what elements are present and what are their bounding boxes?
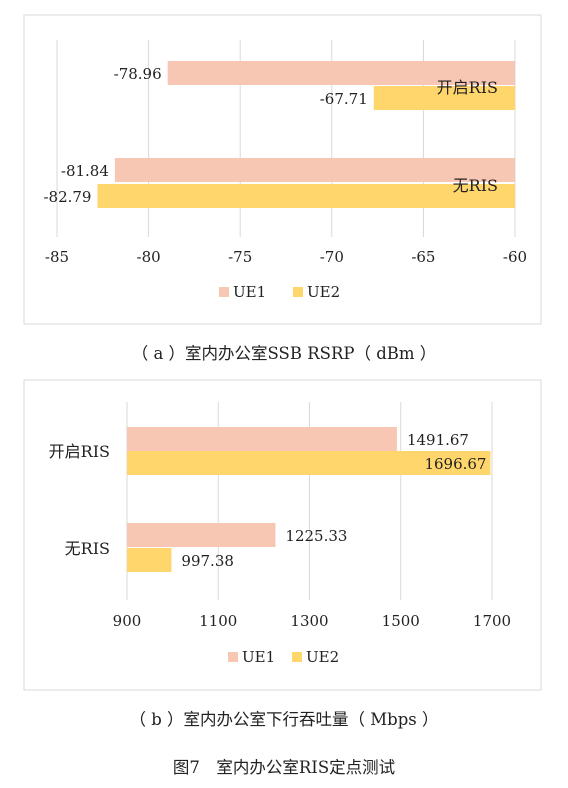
legend-swatch-ue2 [292, 652, 302, 662]
data-label: -67.71 [320, 90, 368, 108]
legend-label-ue1: UE1 [233, 283, 266, 301]
chart-b-caption: （ b ）室内办公室下行吞吐量（ Mbps ） [129, 710, 439, 729]
x-tick-label: -65 [411, 248, 435, 266]
legend-label-ue2: UE2 [307, 283, 340, 301]
category-label: 开启RIS [49, 442, 110, 461]
data-label: 997.38 [181, 552, 234, 570]
legend-label-ue1: UE1 [242, 648, 275, 666]
figure-caption: 图7 室内办公室RIS定点测试 [172, 758, 396, 777]
legend-swatch-ue2 [293, 287, 303, 297]
bar-ue1 [127, 523, 276, 547]
chart-b-throughput: 900 1100 1300 1500 1700 1491.67 1696.67 开启RIS 12… [49, 402, 511, 666]
category-label: 无RIS [453, 176, 498, 195]
x-tick-label: -75 [228, 248, 252, 266]
x-tick-label: 900 [113, 612, 142, 630]
x-tick-label: 1100 [199, 612, 237, 630]
bar-ue2 [373, 86, 515, 110]
bar-ue2 [97, 184, 516, 208]
chart-b-frame [23, 379, 542, 691]
legend-swatch-ue1 [228, 652, 238, 662]
x-tick-label: 1700 [473, 612, 511, 630]
x-tick-label: -85 [45, 248, 69, 266]
bar-ue1 [127, 427, 397, 451]
chart-a-caption: （ a ）室内办公室SSB RSRP（ dBm ） [131, 344, 437, 363]
data-label: -81.84 [61, 162, 109, 180]
bar-ue1 [167, 61, 515, 85]
x-tick-label: -70 [320, 248, 344, 266]
data-label: 1696.67 [424, 455, 486, 473]
bar-ue1 [114, 158, 515, 182]
category-label: 开启RIS [437, 78, 498, 97]
x-tick-label: -80 [137, 248, 161, 266]
x-tick-label: 1300 [290, 612, 328, 630]
legend-label-ue2: UE2 [306, 648, 339, 666]
category-label: 无RIS [65, 539, 110, 558]
data-label: 1225.33 [285, 527, 347, 545]
bar-ue2 [127, 548, 172, 572]
data-label: -78.96 [114, 65, 162, 83]
x-tick-label: -60 [503, 248, 527, 266]
data-label: 1491.67 [407, 431, 469, 449]
x-tick-label: 1500 [382, 612, 420, 630]
bar-ue2 [127, 451, 491, 475]
data-label: -82.79 [43, 188, 91, 206]
chart-a-rsrp: -85 -80 -75 -70 -65 -60 -78.96 -67.71 开启RIS -81.8… [43, 40, 527, 301]
legend-swatch-ue1 [219, 287, 229, 297]
